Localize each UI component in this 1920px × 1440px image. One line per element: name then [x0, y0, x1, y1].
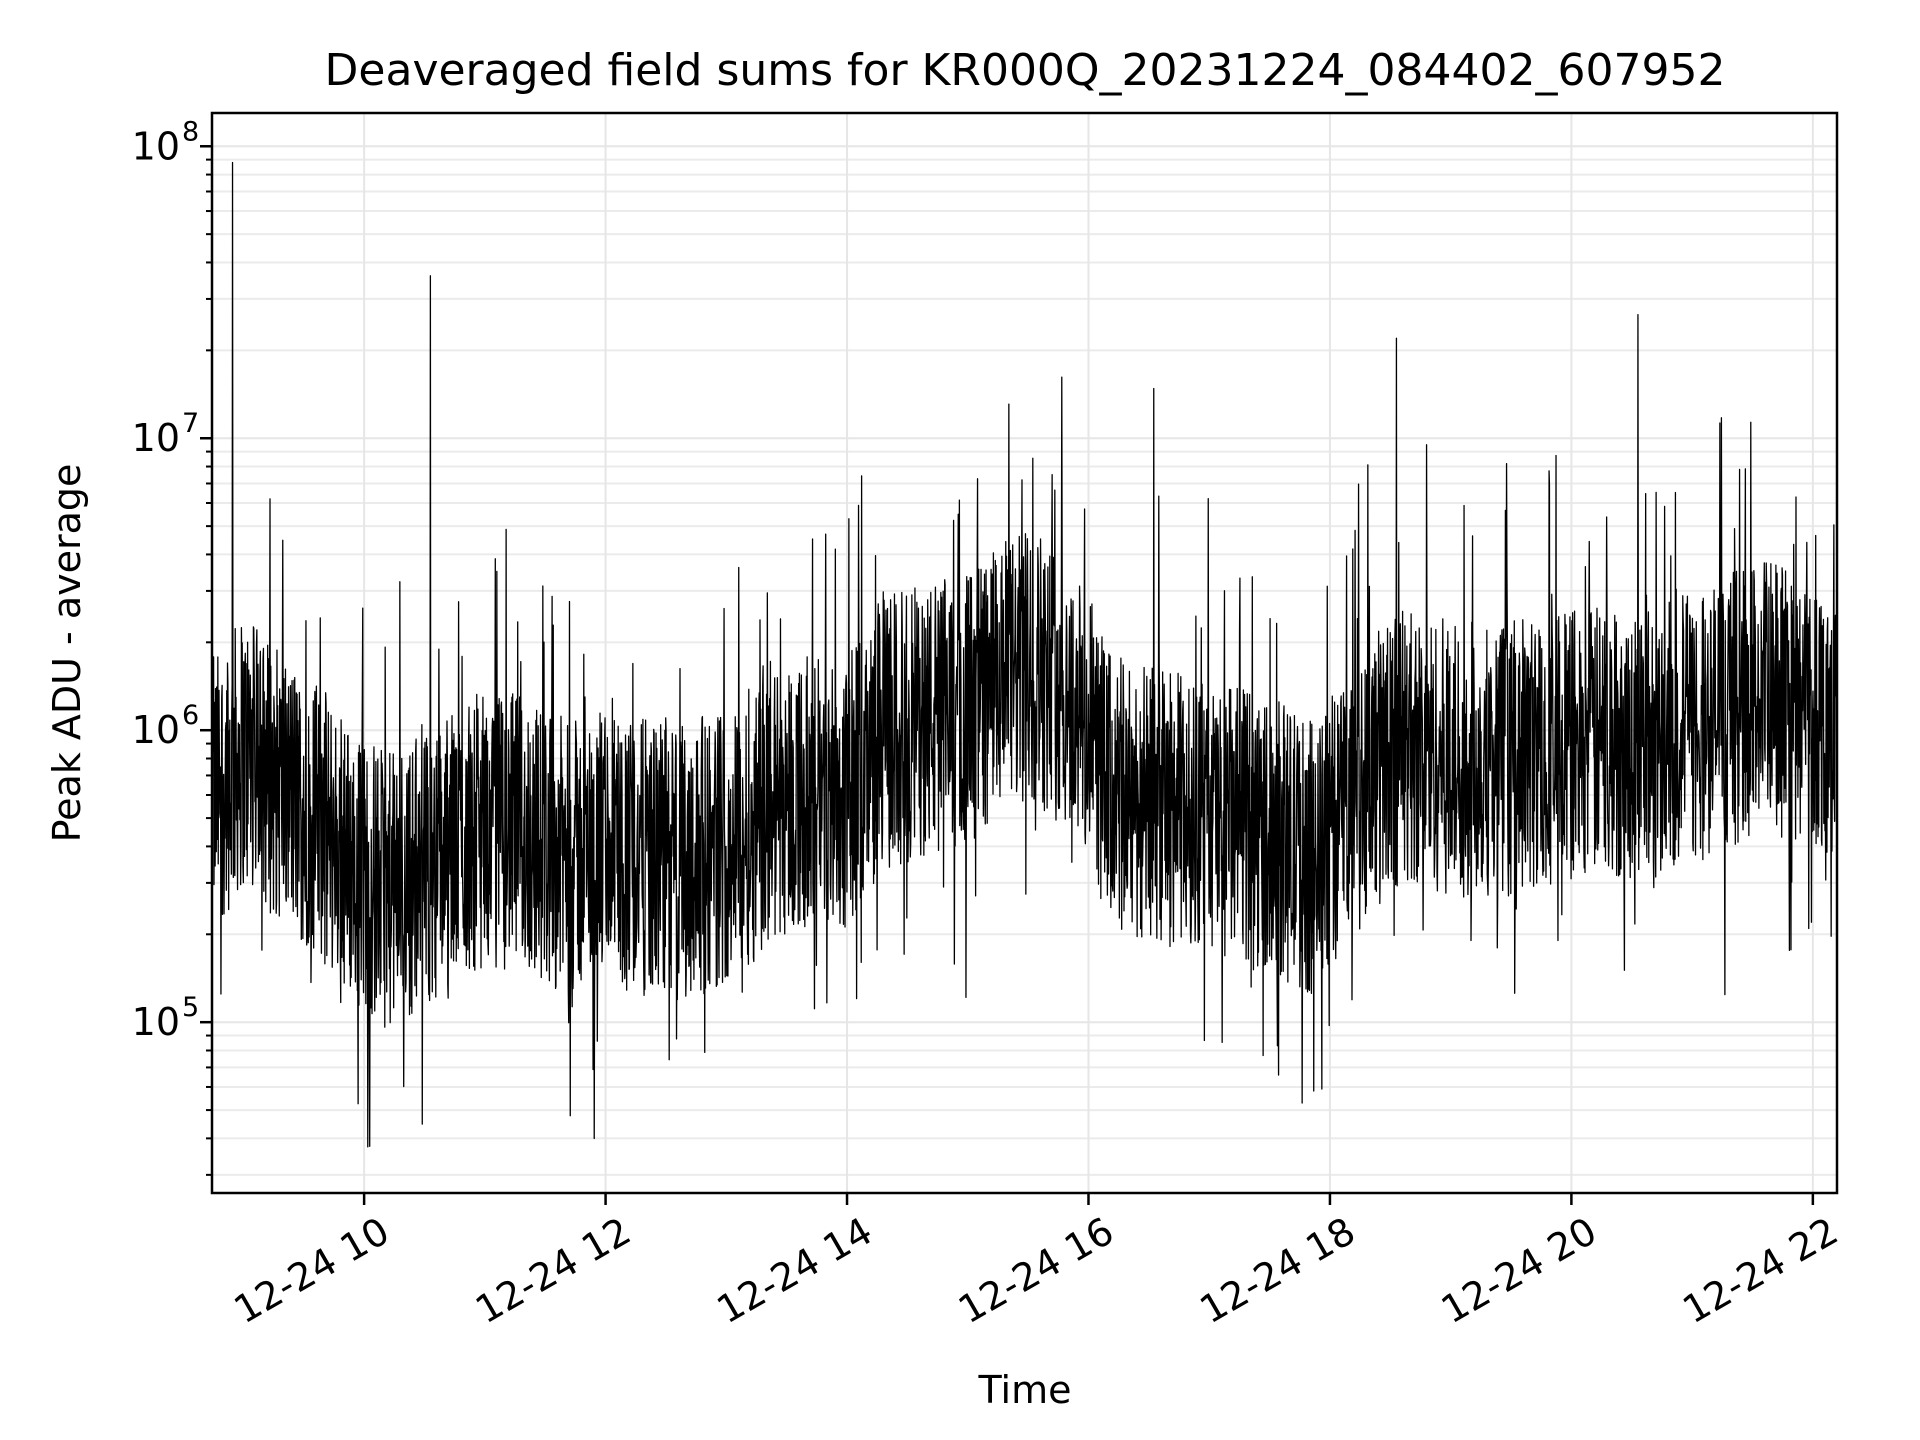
x-axis-label: Time	[978, 1368, 1072, 1412]
y-tick-label-exponent: 7	[182, 408, 199, 439]
y-tick-label-exponent: 8	[182, 116, 199, 147]
y-tick-label: 10	[132, 1000, 180, 1044]
plot-frame	[210, 111, 1839, 1195]
y-tick-label-exponent: 5	[182, 992, 199, 1023]
chart-title: Deaveraged field sums for KR000Q_2023122…	[325, 45, 1726, 96]
y-tick-label-exponent: 6	[182, 700, 199, 731]
y-tick-label: 10	[132, 708, 180, 752]
series-line	[212, 161, 1837, 1148]
y-tick-label: 10	[132, 416, 180, 460]
y-axis-label: Peak ADU - average	[45, 464, 89, 843]
series	[212, 161, 1837, 1148]
y-tick-label: 10	[132, 124, 180, 168]
